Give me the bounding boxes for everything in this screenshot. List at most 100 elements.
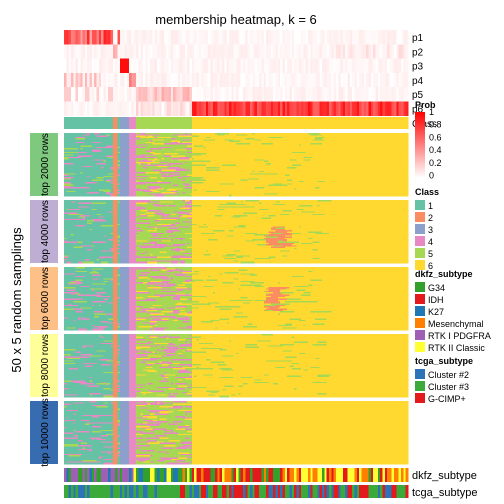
prob-cell xyxy=(255,30,258,45)
prob-cell xyxy=(336,59,339,74)
prob-cell xyxy=(166,59,169,74)
prob-cell xyxy=(266,102,269,117)
class-cell xyxy=(64,117,67,129)
prob-cell xyxy=(313,87,316,102)
prob-cell xyxy=(76,59,79,74)
prob-cell xyxy=(315,44,318,59)
class-cell xyxy=(276,117,279,129)
class-cell xyxy=(341,117,344,129)
prob-cell xyxy=(315,30,318,45)
prob-cell xyxy=(217,59,220,74)
class-cell xyxy=(115,117,118,129)
prob-cell xyxy=(148,30,151,45)
prob-cell xyxy=(371,102,374,117)
prob-cell xyxy=(201,87,204,102)
prob-cell xyxy=(129,73,132,88)
prob-cell xyxy=(264,30,267,45)
prob-cell xyxy=(241,102,244,117)
prob-cell xyxy=(85,102,88,117)
prob-cell xyxy=(336,44,339,59)
prob-cell xyxy=(97,73,100,88)
prob-cell xyxy=(348,102,351,117)
prob-cell xyxy=(73,73,76,88)
prob-cell xyxy=(199,30,202,45)
prob-cell xyxy=(389,59,392,74)
prob-cell xyxy=(331,30,334,45)
prob-cell xyxy=(143,102,146,117)
prob-cell xyxy=(155,30,158,45)
prob-cell xyxy=(90,44,93,59)
prob-cell xyxy=(129,59,132,74)
membership-cell xyxy=(303,195,308,197)
prob-cell xyxy=(399,30,402,45)
prob-cell xyxy=(289,73,292,88)
prob-cell xyxy=(94,30,97,45)
prob-cell xyxy=(266,59,269,74)
prob-cell xyxy=(80,102,83,117)
prob-cell xyxy=(152,73,155,88)
prob-cell xyxy=(64,59,67,74)
class-cell xyxy=(203,117,206,129)
prob-cell xyxy=(285,73,288,88)
prob-cell xyxy=(143,87,146,102)
prob-cell xyxy=(278,30,281,45)
prob-cell xyxy=(69,59,72,74)
prob-cell xyxy=(371,59,374,74)
prob-cell xyxy=(162,73,165,88)
prob-cell xyxy=(129,87,132,102)
prob-cell xyxy=(190,87,193,102)
prob-cell xyxy=(292,87,295,102)
prob-cell xyxy=(134,102,137,117)
prob-cell xyxy=(164,87,167,102)
class-cell xyxy=(303,117,306,129)
prob-cell xyxy=(338,59,341,74)
prob-cell xyxy=(348,59,351,74)
prob-cell xyxy=(166,30,169,45)
prob-cell xyxy=(362,30,365,45)
prob-cell xyxy=(373,59,376,74)
prob-cell xyxy=(343,44,346,59)
prob-cell xyxy=(359,102,362,117)
class-cell xyxy=(348,117,351,129)
prob-cell xyxy=(399,59,402,74)
prob-cell xyxy=(394,73,397,88)
prob-cell xyxy=(183,102,186,117)
prob-cell xyxy=(180,73,183,88)
membership-cell xyxy=(357,195,364,197)
class-cell xyxy=(364,117,367,129)
prob-cell xyxy=(301,102,304,117)
prob-cell xyxy=(224,87,227,102)
class-cell xyxy=(99,117,102,129)
prob-cell xyxy=(220,102,223,117)
prob-cell xyxy=(355,59,358,74)
class-cell xyxy=(159,117,162,129)
prob-cell xyxy=(97,30,100,45)
class-cell xyxy=(362,117,365,129)
prob-cell xyxy=(301,73,304,88)
class-cell xyxy=(208,117,211,129)
prob-cell xyxy=(229,102,232,117)
prob-cell xyxy=(352,87,355,102)
prob-cell xyxy=(187,59,190,74)
class-cell xyxy=(396,117,399,129)
prob-cell xyxy=(401,59,404,74)
prob-row-label: p3 xyxy=(412,62,424,73)
prob-cell xyxy=(289,102,292,117)
class-cell xyxy=(210,117,213,129)
prob-cell xyxy=(145,87,148,102)
prob-cell xyxy=(206,59,209,74)
prob-cell xyxy=(399,44,402,59)
prob-cell xyxy=(73,30,76,45)
prob-cell xyxy=(341,44,344,59)
class-cell xyxy=(401,117,404,129)
prob-cell xyxy=(183,30,186,45)
prob-cell xyxy=(296,73,299,88)
class-cell xyxy=(155,117,158,129)
prob-cell xyxy=(359,30,362,45)
membership-cell xyxy=(155,195,165,197)
prob-cell xyxy=(127,59,130,74)
prob-cell xyxy=(250,59,253,74)
prob-cell xyxy=(366,30,369,45)
prob-cell xyxy=(306,102,309,117)
prob-cell xyxy=(322,30,325,45)
